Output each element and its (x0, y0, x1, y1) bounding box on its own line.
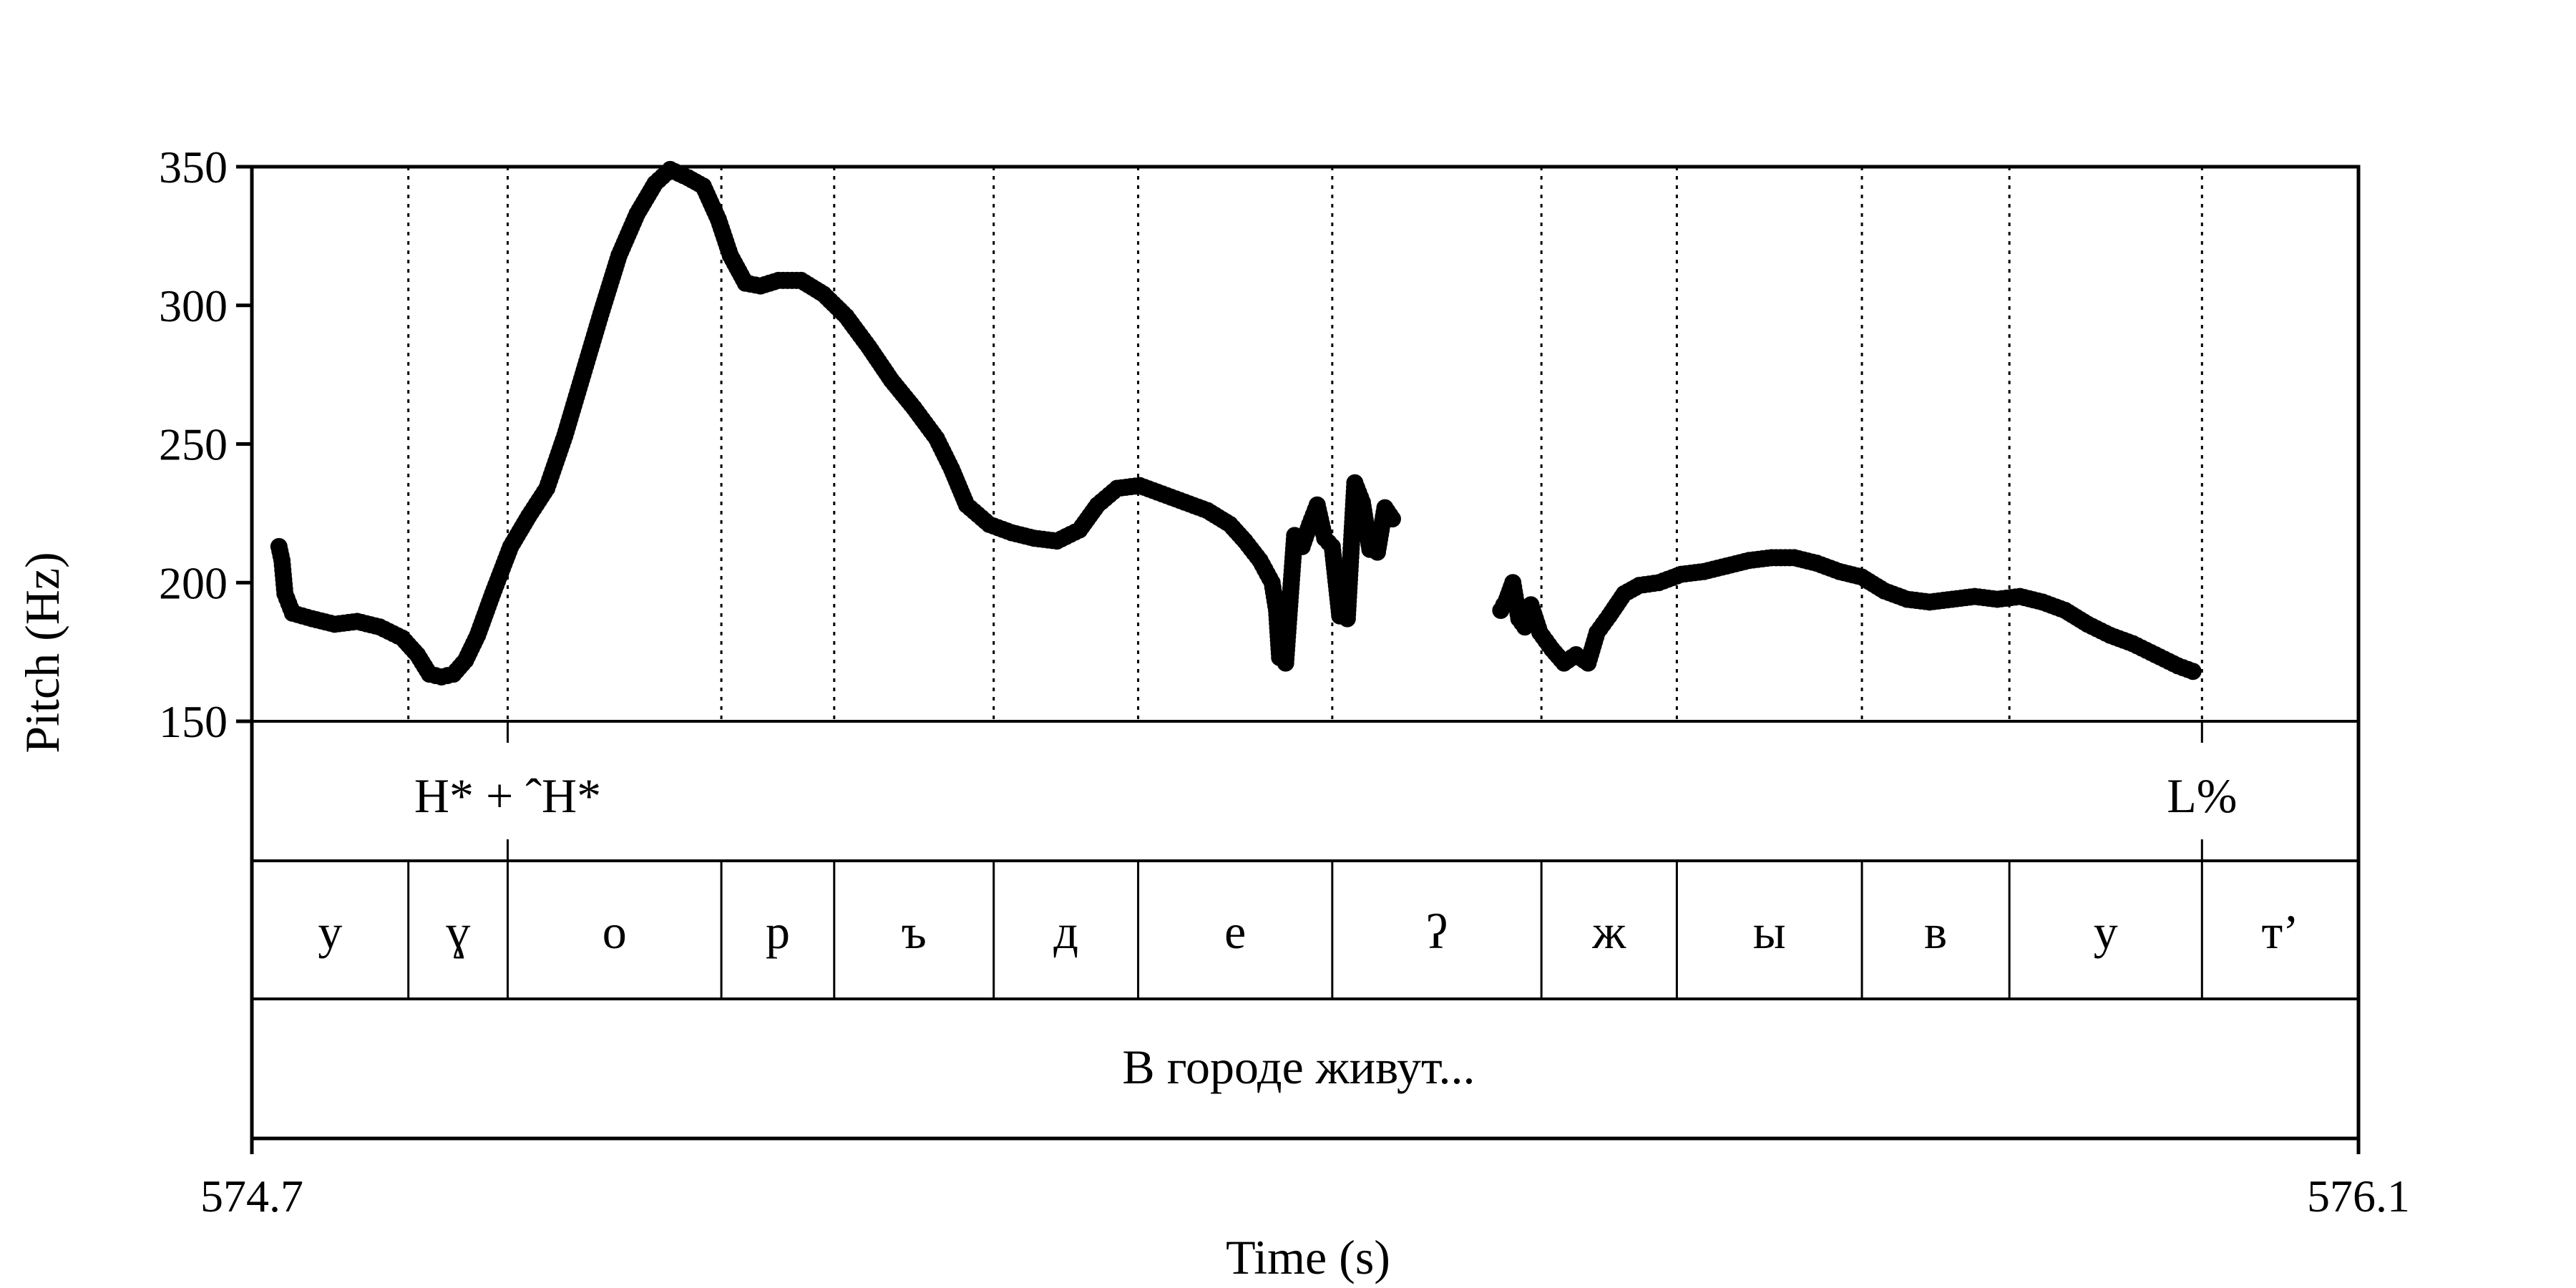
tone-tier: H* + ˆH* L% (414, 769, 2238, 823)
y-axis-label: Pitch (Hz) (15, 552, 69, 753)
segment-label-10: в (1924, 904, 1947, 959)
plot-border (250, 165, 2361, 1141)
tone-label-1: L% (2167, 769, 2237, 823)
segment-label-4: ъ (902, 904, 927, 959)
segment-label-6: е (1224, 904, 1246, 959)
segment-label-8: ж (1591, 904, 1626, 959)
segment-label-1: ɣ (446, 904, 470, 959)
segment-label-7: ʔ (1426, 904, 1448, 959)
pitch-contour (270, 160, 2202, 686)
pitch-point-fill (426, 667, 444, 685)
x-tick-label-start: 574.7 (200, 1171, 303, 1221)
x-tick-label-end: 576.1 (2307, 1171, 2410, 1221)
segment-label-9: ы (1753, 904, 1786, 959)
segment-label-0: у (318, 904, 342, 959)
plot-frame (250, 165, 2361, 1141)
segment-boundaries (407, 167, 2203, 999)
segment-label-12: т’ (2261, 904, 2298, 959)
segment-label-3: р (766, 904, 790, 959)
segment-tier: у ɣ о р ъ д е ʔ ж ы в у т’ (318, 904, 2298, 959)
segment-label-5: д (1053, 904, 1078, 959)
x-axis: 574.7 576.1 Time (s) (200, 1138, 2410, 1284)
pitch-point-fill (2179, 660, 2197, 678)
tone-label-0: H* + ˆH* (414, 769, 601, 823)
segment-label-11: у (2094, 904, 2118, 959)
y-tick-label-350: 350 (159, 142, 228, 192)
y-tick-label-150: 150 (159, 696, 228, 747)
pitch-point-fill (1381, 506, 1399, 524)
y-axis-ticks: 150 200 250 300 350 (159, 142, 252, 747)
text-tier-label: В городе живут... (1122, 1040, 1475, 1094)
segment-label-2: о (602, 904, 627, 959)
y-tick-label-200: 200 (159, 557, 228, 608)
y-tick-label-300: 300 (159, 280, 228, 331)
x-axis-label: Time (s) (1226, 1230, 1390, 1284)
y-tick-label-250: 250 (159, 419, 228, 470)
